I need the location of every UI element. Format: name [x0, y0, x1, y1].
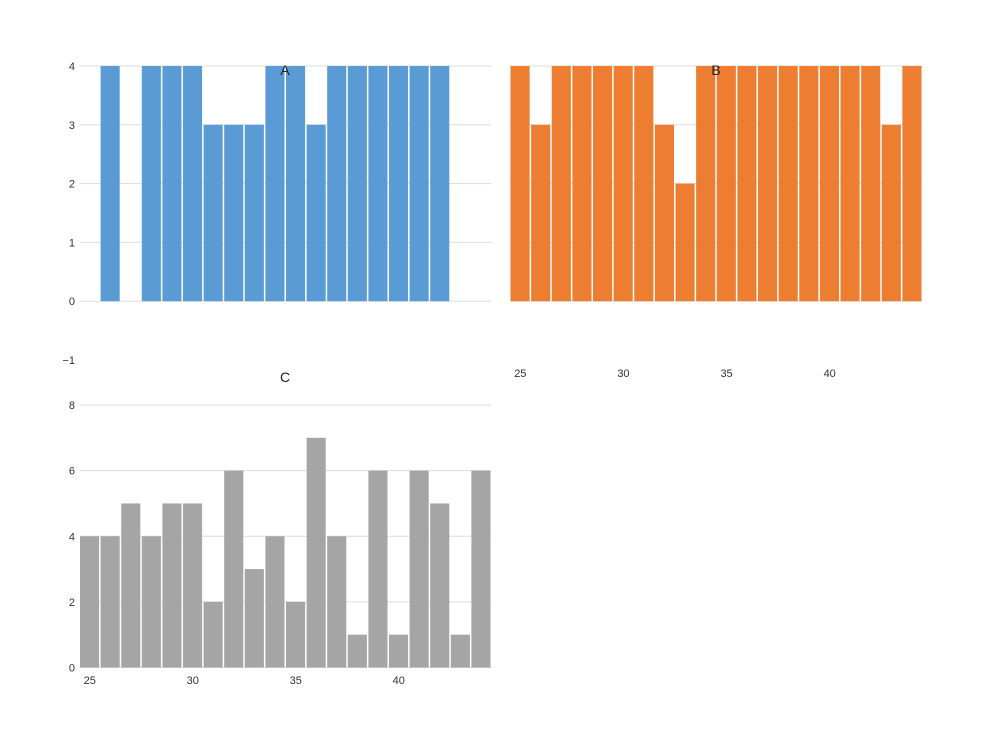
- y-tick-label: 1: [69, 237, 75, 249]
- y-tick-label: 4: [69, 531, 75, 543]
- bar: [347, 634, 367, 668]
- bar: [572, 66, 592, 302]
- bar: [799, 66, 819, 302]
- x-tick-label: 30: [617, 368, 629, 380]
- bar: [224, 470, 244, 668]
- bar: [244, 124, 264, 302]
- bar: [286, 66, 306, 302]
- bar: [121, 503, 141, 668]
- bar: [778, 66, 798, 302]
- bar: [737, 66, 757, 302]
- bar: [244, 569, 264, 668]
- chart-title: A: [280, 62, 290, 78]
- bar: [902, 66, 922, 302]
- y-tick-label: 2: [69, 597, 75, 609]
- y-tick-label: 0: [69, 663, 75, 675]
- bar: [593, 66, 613, 302]
- x-tick-label: 25: [84, 675, 96, 687]
- bar: [409, 470, 429, 668]
- y-tick-label: −1: [62, 355, 75, 367]
- bar: [80, 536, 100, 668]
- bar: [224, 124, 244, 302]
- bar: [675, 183, 695, 302]
- x-tick-label: 40: [824, 368, 836, 380]
- bar: [265, 66, 285, 302]
- bar: [389, 634, 409, 668]
- bar: [430, 503, 450, 668]
- bar: [306, 124, 326, 302]
- bar: [327, 536, 347, 668]
- bar: [327, 66, 347, 302]
- bar: [840, 66, 860, 302]
- bar: [819, 66, 839, 302]
- x-tick-label: 35: [290, 675, 302, 687]
- x-tick-label: 35: [720, 368, 732, 380]
- bar: [471, 470, 491, 668]
- chart-title: C: [280, 369, 290, 385]
- bar: [265, 536, 285, 668]
- bar: [861, 66, 881, 302]
- bar: [881, 124, 901, 302]
- bar: [347, 66, 367, 302]
- y-tick-label: 6: [69, 466, 75, 478]
- bar: [286, 601, 306, 668]
- bar: [389, 66, 409, 302]
- bar: [203, 601, 223, 668]
- bar: [654, 124, 674, 302]
- bar: [368, 66, 388, 302]
- bar: [531, 124, 551, 302]
- bar: [203, 124, 223, 302]
- x-tick-label: 25: [514, 368, 526, 380]
- bar: [758, 66, 778, 302]
- bar: [409, 66, 429, 302]
- bar: [510, 66, 530, 302]
- bar: [634, 66, 654, 302]
- bar: [716, 66, 736, 302]
- bar: [368, 470, 388, 668]
- bar: [551, 66, 571, 302]
- bar: [450, 634, 470, 668]
- bar: [141, 66, 161, 302]
- bar: [162, 503, 182, 668]
- bar: [613, 66, 633, 302]
- bar: [183, 503, 203, 668]
- bar: [430, 66, 450, 302]
- x-tick-label: 40: [393, 675, 405, 687]
- y-tick-label: 2: [69, 179, 75, 191]
- y-tick-label: 8: [69, 400, 75, 412]
- y-tick-label: 4: [69, 61, 75, 73]
- y-tick-label: 0: [69, 296, 75, 308]
- bar: [696, 66, 716, 302]
- bar: [162, 66, 182, 302]
- x-tick-label: 30: [187, 675, 199, 687]
- bar: [100, 536, 120, 668]
- chart-title: B: [711, 62, 720, 78]
- bar: [306, 437, 326, 668]
- bar: [100, 66, 120, 302]
- bar: [141, 536, 161, 668]
- bar: [183, 66, 203, 302]
- y-tick-label: 3: [69, 120, 75, 132]
